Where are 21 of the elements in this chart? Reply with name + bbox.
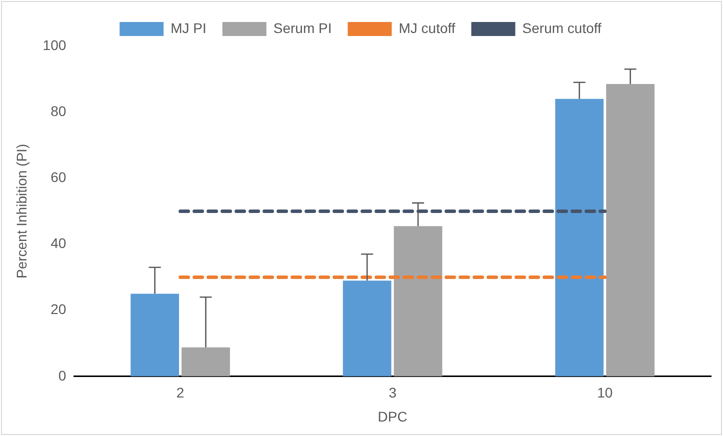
legend-label: Serum cutoff — [522, 20, 602, 36]
y-tick-label: 40 — [50, 235, 66, 252]
bar — [394, 226, 442, 376]
x-tick-label: 10 — [597, 384, 613, 401]
y-axis-title: Percent Inhibition (PI) — [13, 144, 30, 279]
bar — [342, 280, 392, 376]
bar — [182, 347, 230, 376]
bar — [606, 84, 655, 376]
x-axis-title: DPC — [378, 408, 408, 424]
y-tick-label: 60 — [50, 169, 66, 186]
x-tick-label: 3 — [388, 384, 397, 401]
x-tick-label: 2 — [176, 384, 184, 401]
y-tick-label: 0 — [58, 367, 66, 384]
y-tick-label: 20 — [50, 301, 66, 318]
legend-label: MJ PI — [170, 20, 206, 36]
legend-label: MJ cutoff — [398, 20, 456, 36]
legend-label: Serum PI — [273, 20, 332, 36]
bar — [555, 98, 604, 376]
bar — [130, 294, 180, 376]
y-tick-label: 80 — [50, 102, 66, 119]
y-tick-label: 100 — [42, 36, 66, 53]
